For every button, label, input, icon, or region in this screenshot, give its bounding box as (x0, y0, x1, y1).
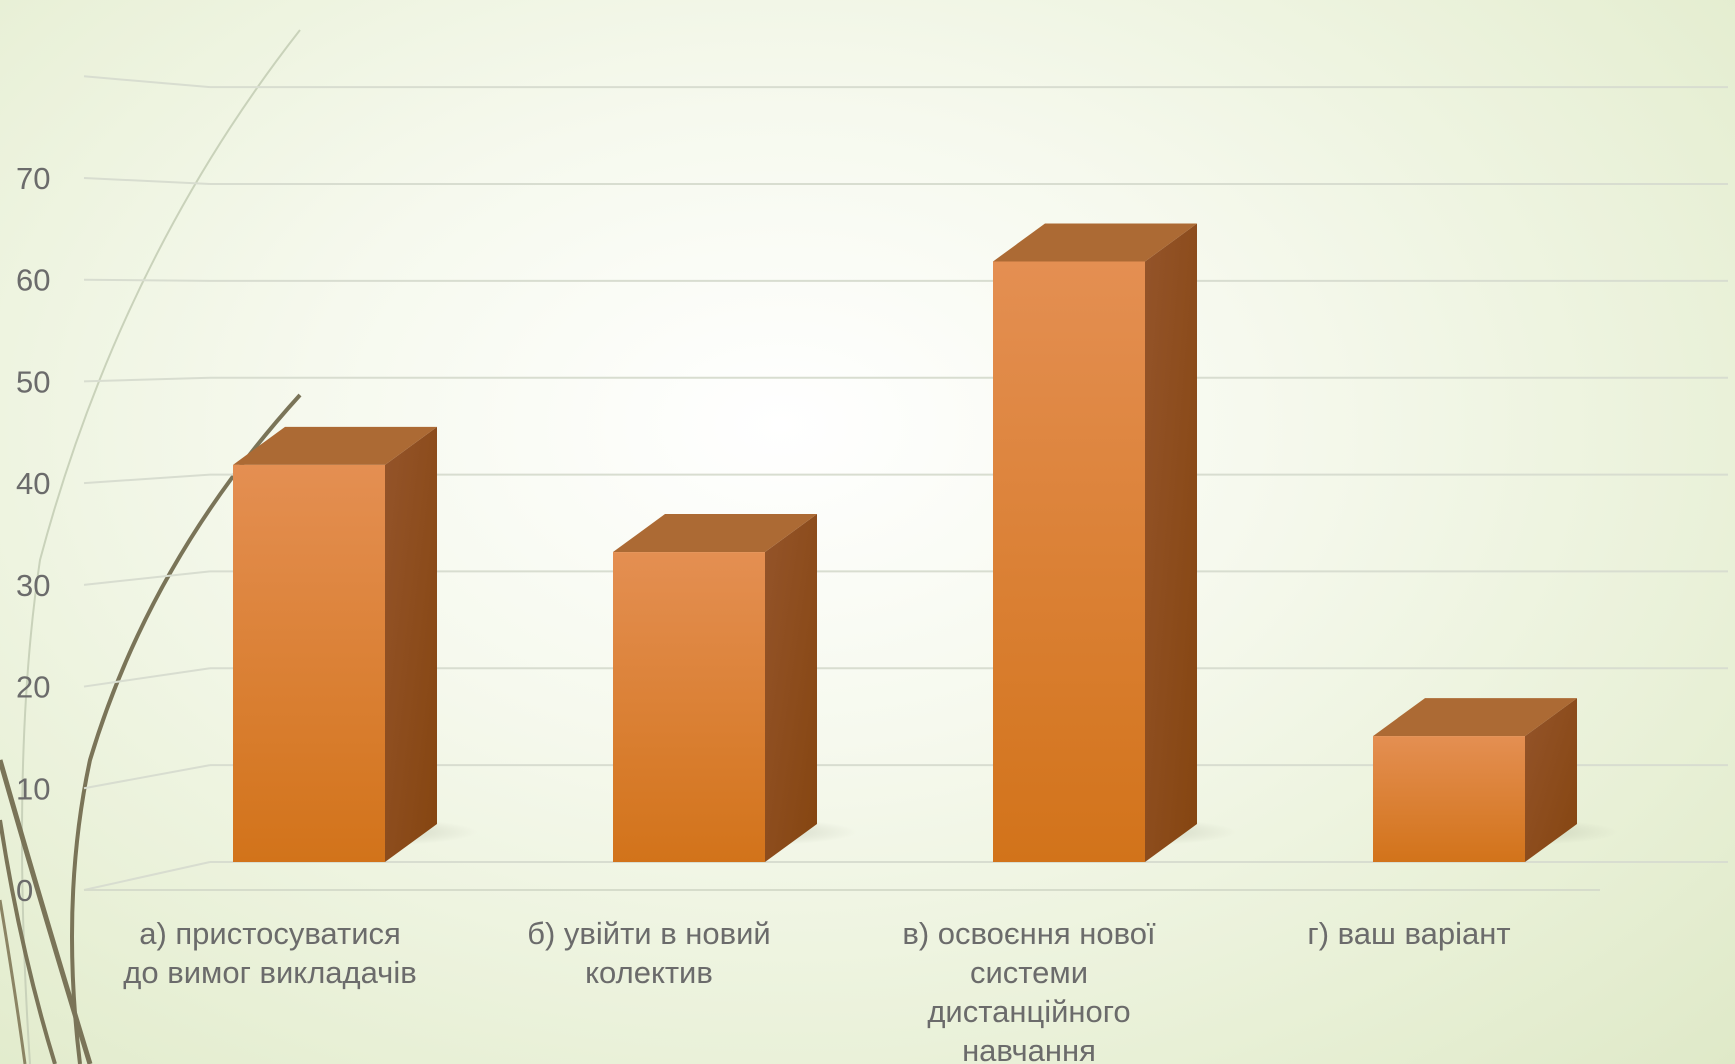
decor-curve-3 (0, 819, 57, 1064)
grid-line-side-top (83, 75, 211, 89)
bar-3 (1373, 698, 1617, 862)
y-tick-label: 0 (16, 873, 33, 908)
bar-front (233, 464, 385, 862)
grid-line-side-10 (83, 764, 211, 790)
bars (233, 223, 1617, 862)
x-axis: а) пристосуватися до вимог викладачів б) у… (123, 916, 1510, 1064)
grid-line-side-70 (83, 177, 211, 185)
y-tick-label: 10 (16, 771, 50, 806)
grid-line-side-40 (83, 473, 211, 485)
y-tick-label: 20 (16, 670, 50, 705)
bar-1 (613, 514, 857, 862)
y-tick-label: 50 (16, 364, 50, 399)
category-label: г) ваш варіант (1307, 916, 1510, 951)
category-label: в) освоєння нової системи дистанційного нав… (902, 916, 1156, 1064)
bar-top (613, 514, 817, 553)
bar-side (765, 514, 817, 862)
decorative-curves (0, 29, 302, 1064)
category-label: а) пристосуватися до вимог викладачів (123, 916, 416, 990)
decor-curve-2 (0, 759, 93, 1064)
decor-curve-0 (21, 29, 301, 1064)
y-axis: 0 10 20 30 40 50 60 70 (16, 161, 50, 908)
category-label: б) увійти в новий колектив (527, 916, 771, 990)
y-tick-label: 70 (16, 161, 50, 196)
y-tick-label: 30 (16, 568, 50, 603)
y-tick-label: 40 (16, 466, 50, 501)
bar-side (1525, 698, 1577, 862)
bar-0 (233, 426, 477, 862)
grid-line-side-50 (83, 376, 211, 383)
bar-top (1373, 698, 1577, 737)
grid-line-side-20 (83, 667, 211, 688)
bar-top (233, 426, 437, 465)
y-tick-label: 60 (16, 263, 50, 298)
decor-curve-4 (0, 899, 27, 1064)
grid-line-side-30 (83, 570, 211, 586)
bar-side (1145, 223, 1197, 862)
grid-lines (83, 75, 1728, 891)
bar-top (993, 223, 1197, 262)
bar-front (613, 552, 765, 862)
grid-line-side-60 (83, 278, 211, 282)
grid-line-side-0 (83, 861, 211, 891)
bar-front (1373, 736, 1525, 862)
bar-front (993, 261, 1145, 862)
decor-curve-1 (70, 393, 302, 1064)
bar-2 (993, 223, 1237, 862)
bar-side (385, 426, 437, 862)
